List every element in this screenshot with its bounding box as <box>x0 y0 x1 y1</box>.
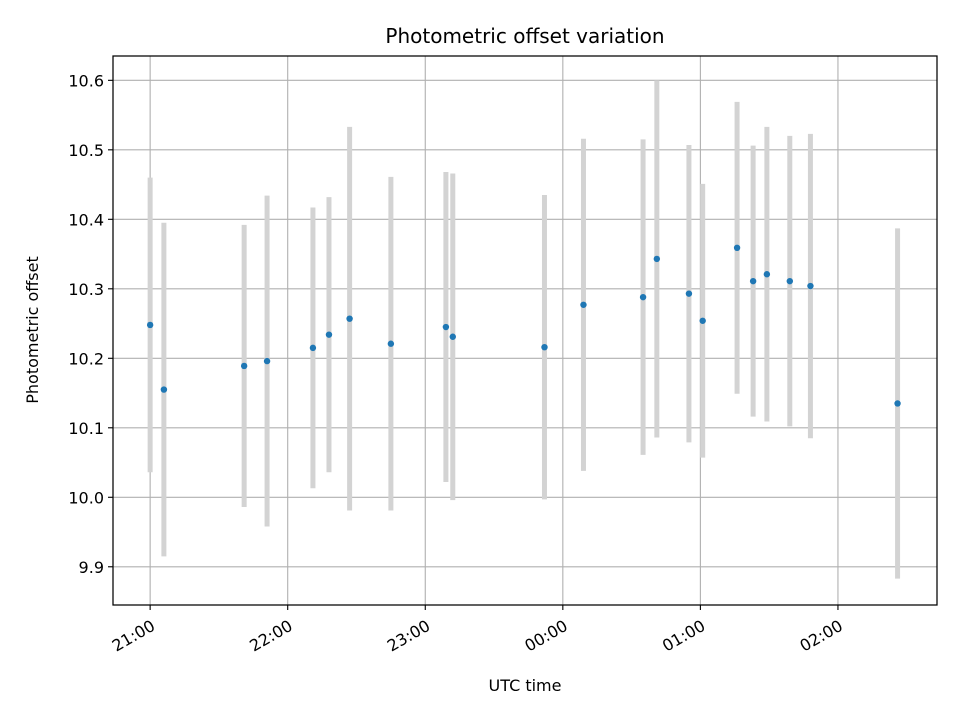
data-point <box>387 340 395 347</box>
data-point <box>749 277 757 285</box>
data-point <box>763 271 771 278</box>
y-axis-label: Photometric offset <box>23 256 42 404</box>
y-tick-label: 10.2 <box>68 349 104 368</box>
data-point <box>442 323 450 331</box>
data-point <box>699 317 706 324</box>
y-tick-label: 9.9 <box>79 558 104 577</box>
data-point <box>263 357 271 365</box>
y-tick-label: 10.1 <box>68 419 104 438</box>
data-points <box>146 244 901 407</box>
data-point <box>146 321 154 329</box>
data-point <box>325 331 333 338</box>
plot-frame <box>112 55 938 606</box>
x-axis-label: UTC time <box>489 676 562 695</box>
data-point <box>733 244 741 252</box>
data-point <box>449 333 456 340</box>
data-point <box>653 255 661 263</box>
grid <box>113 56 937 605</box>
data-point <box>541 343 548 351</box>
y-axis-ticks: 9.9 10.0 10.1 10.2 10.3 10.4 10.5 10.6 <box>68 71 113 577</box>
data-point <box>807 282 814 290</box>
data-point <box>309 344 317 352</box>
data-point <box>639 293 647 301</box>
y-tick-label: 10.6 <box>68 71 104 90</box>
data-point <box>786 277 794 285</box>
plot-area <box>113 56 937 605</box>
y-tick-label: 10.3 <box>68 280 104 299</box>
data-point <box>346 315 353 322</box>
y-tick-label: 10.5 <box>68 141 104 160</box>
y-tick-label: 10.0 <box>68 488 104 507</box>
y-tick-label: 10.4 <box>68 210 104 229</box>
data-point <box>685 290 693 297</box>
data-point <box>580 301 587 308</box>
chart-title: Photometric offset variation <box>385 24 664 48</box>
data-point <box>894 400 901 407</box>
data-point <box>160 386 168 393</box>
data-point <box>240 362 248 370</box>
